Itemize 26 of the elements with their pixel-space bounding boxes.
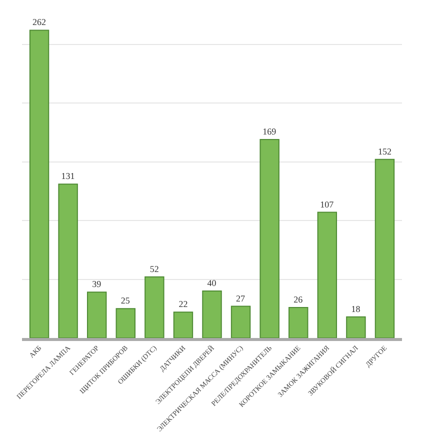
data-label: 262 [32,17,46,28]
data-label: 107 [320,199,334,210]
data-label: 27 [236,293,246,304]
bar [230,306,251,338]
bar [288,306,308,338]
bar [346,316,366,338]
bar [173,312,194,338]
bar [260,138,280,338]
data-label: 25 [120,296,130,306]
data-label: 26 [294,294,304,304]
bar [29,30,50,338]
data-label: 39 [92,279,102,290]
bar [374,158,395,338]
data-label: 152 [378,146,392,156]
bar [116,308,136,338]
bar [202,290,222,338]
bar [58,184,78,338]
data-label: 131 [61,171,75,182]
data-label: 22 [178,299,188,310]
bar [144,276,164,338]
bar [86,292,107,338]
data-label: 18 [351,304,361,314]
data-label: 40 [207,278,217,288]
data-label: 52 [150,264,159,274]
data-label: 169 [262,126,277,136]
bar [317,212,338,338]
